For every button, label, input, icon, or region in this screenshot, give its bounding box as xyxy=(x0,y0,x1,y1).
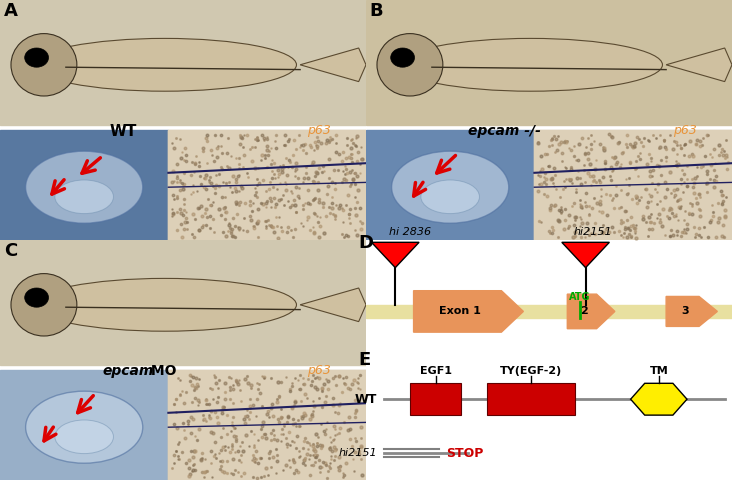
Ellipse shape xyxy=(399,38,662,91)
Text: E: E xyxy=(359,351,371,370)
Text: p63: p63 xyxy=(307,124,332,137)
Text: D: D xyxy=(359,234,373,252)
Text: p63: p63 xyxy=(673,124,698,137)
Bar xyxy=(366,0,732,125)
Polygon shape xyxy=(631,384,687,415)
Polygon shape xyxy=(300,288,366,322)
Bar xyxy=(366,304,732,318)
Text: TM: TM xyxy=(649,366,668,376)
Polygon shape xyxy=(372,242,419,268)
Polygon shape xyxy=(666,48,732,82)
Bar xyxy=(168,130,366,240)
Text: hi 2836: hi 2836 xyxy=(389,227,431,237)
Ellipse shape xyxy=(25,48,48,67)
Ellipse shape xyxy=(11,34,77,96)
Text: epcam: epcam xyxy=(102,364,154,378)
Ellipse shape xyxy=(25,288,48,307)
Ellipse shape xyxy=(392,151,509,223)
Bar xyxy=(534,130,732,240)
Text: hi2151: hi2151 xyxy=(574,227,612,237)
FancyArrow shape xyxy=(567,294,615,329)
Ellipse shape xyxy=(421,180,479,214)
Text: hi2151: hi2151 xyxy=(338,448,377,458)
Ellipse shape xyxy=(55,420,113,454)
Text: STOP: STOP xyxy=(447,446,484,459)
Text: ATG: ATG xyxy=(569,292,591,302)
Ellipse shape xyxy=(391,48,414,67)
Text: p63: p63 xyxy=(307,364,332,377)
Polygon shape xyxy=(562,242,609,268)
FancyArrow shape xyxy=(414,291,523,332)
Bar xyxy=(168,130,366,240)
Bar xyxy=(168,370,366,480)
Bar xyxy=(0,130,168,240)
Bar xyxy=(0,370,168,480)
Text: epcam -/-: epcam -/- xyxy=(468,124,542,138)
Bar xyxy=(534,130,732,240)
Bar xyxy=(168,370,366,480)
Text: B: B xyxy=(370,2,384,20)
Ellipse shape xyxy=(377,34,443,96)
Text: TY(EGF-2): TY(EGF-2) xyxy=(499,366,562,376)
Ellipse shape xyxy=(55,180,113,214)
Text: EGF1: EGF1 xyxy=(419,366,452,376)
Ellipse shape xyxy=(33,38,296,91)
Ellipse shape xyxy=(11,274,77,336)
Bar xyxy=(410,384,461,415)
Ellipse shape xyxy=(26,151,143,223)
Text: MO: MO xyxy=(146,364,177,378)
Text: A: A xyxy=(4,2,18,20)
Text: WT: WT xyxy=(110,124,137,139)
Text: 2: 2 xyxy=(580,306,588,316)
Text: WT: WT xyxy=(354,393,377,406)
Text: 3: 3 xyxy=(681,306,690,316)
Ellipse shape xyxy=(26,391,143,463)
FancyArrow shape xyxy=(666,297,717,326)
Bar xyxy=(0,0,366,125)
Text: C: C xyxy=(4,242,17,260)
Polygon shape xyxy=(300,48,366,82)
Text: Exon 1: Exon 1 xyxy=(438,306,481,316)
Bar xyxy=(487,384,575,415)
Bar xyxy=(366,130,534,240)
Bar xyxy=(0,240,366,365)
Ellipse shape xyxy=(33,278,296,331)
